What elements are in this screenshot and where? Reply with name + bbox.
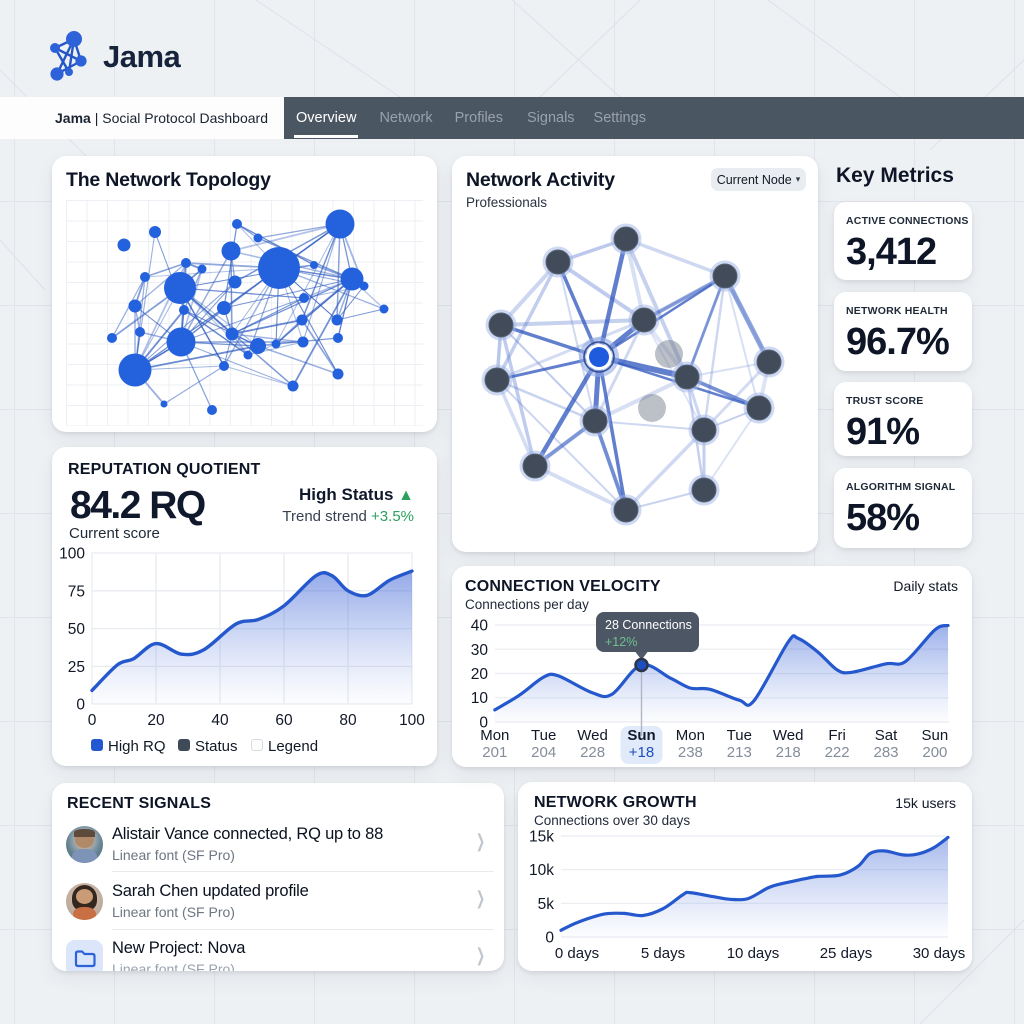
svg-text:Mon: Mon bbox=[480, 727, 509, 744]
svg-text:100: 100 bbox=[59, 546, 85, 563]
svg-text:Wed: Wed bbox=[773, 727, 804, 744]
svg-text:201: 201 bbox=[482, 744, 507, 761]
svg-text:0: 0 bbox=[88, 712, 97, 729]
svg-text:10k: 10k bbox=[529, 862, 554, 879]
svg-text:10 days: 10 days bbox=[727, 945, 780, 962]
svg-text:0: 0 bbox=[76, 697, 85, 714]
svg-text:25: 25 bbox=[68, 659, 85, 676]
svg-text:Mon: Mon bbox=[676, 727, 705, 744]
svg-text:0: 0 bbox=[545, 930, 554, 947]
svg-text:Tue: Tue bbox=[727, 727, 752, 744]
svg-text:Fri: Fri bbox=[828, 727, 846, 744]
svg-text:Tue: Tue bbox=[531, 727, 556, 744]
svg-text:283: 283 bbox=[873, 744, 898, 761]
svg-text:228: 228 bbox=[580, 744, 605, 761]
svg-text:0 days: 0 days bbox=[555, 945, 599, 962]
svg-text:30: 30 bbox=[471, 642, 489, 659]
svg-text:20: 20 bbox=[471, 666, 489, 683]
svg-text:213: 213 bbox=[727, 744, 752, 761]
svg-text:40: 40 bbox=[471, 618, 489, 635]
svg-text:222: 222 bbox=[825, 744, 850, 761]
svg-text:238: 238 bbox=[678, 744, 703, 761]
svg-text:28 Connections: 28 Connections bbox=[605, 618, 692, 632]
svg-text:15k: 15k bbox=[529, 829, 554, 846]
svg-text:+18: +18 bbox=[629, 744, 654, 761]
svg-text:10: 10 bbox=[471, 690, 489, 707]
svg-text:0: 0 bbox=[479, 715, 488, 732]
svg-text:25 days: 25 days bbox=[820, 945, 873, 962]
svg-text:Wed: Wed bbox=[577, 727, 608, 744]
svg-text:80: 80 bbox=[339, 712, 357, 729]
svg-text:Sat: Sat bbox=[875, 727, 898, 744]
svg-text:75: 75 bbox=[68, 583, 85, 600]
svg-text:100: 100 bbox=[399, 712, 425, 729]
svg-text:5 days: 5 days bbox=[641, 945, 685, 962]
svg-text:+12%: +12% bbox=[605, 635, 637, 649]
svg-text:218: 218 bbox=[776, 744, 801, 761]
svg-text:20: 20 bbox=[147, 712, 165, 729]
svg-text:5k: 5k bbox=[538, 896, 555, 913]
svg-text:Sun: Sun bbox=[922, 727, 949, 744]
svg-text:200: 200 bbox=[922, 744, 947, 761]
svg-text:30 days: 30 days bbox=[913, 945, 966, 962]
svg-text:60: 60 bbox=[275, 712, 293, 729]
svg-text:40: 40 bbox=[211, 712, 229, 729]
svg-text:50: 50 bbox=[68, 621, 86, 638]
svg-text:204: 204 bbox=[531, 744, 556, 761]
